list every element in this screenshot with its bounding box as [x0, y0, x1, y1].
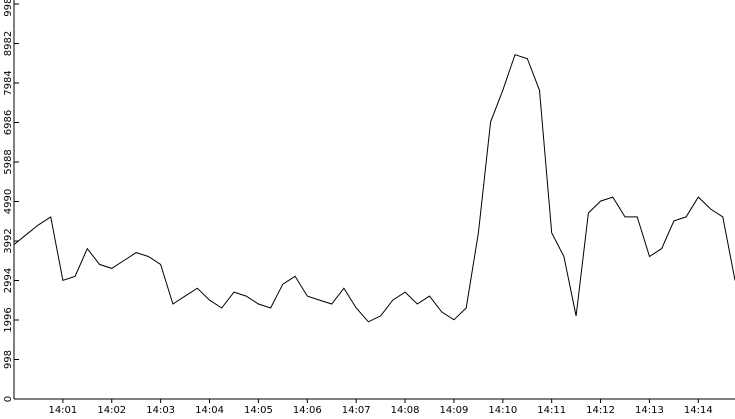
x-tick-label: 14:07	[342, 405, 371, 415]
y-tick-label: 0	[3, 396, 14, 402]
y-tick-label: 4990	[3, 189, 14, 214]
x-tick-label: 14:06	[293, 405, 322, 415]
x-tick-label: 14:09	[440, 405, 469, 415]
x-tick-label: 14:01	[48, 405, 77, 415]
y-tick-label: 1996	[3, 307, 14, 332]
y-tick-label: 9980	[3, 0, 14, 17]
series-line	[13, 54, 735, 323]
y-tick-label: 998	[3, 350, 14, 369]
x-tick-label: 14:04	[195, 405, 224, 415]
x-axis-ticks: 14:01 14:02 14:03 14:04 14:05 14:06 14:07 14:08…	[48, 399, 713, 416]
y-tick-label: 5988	[3, 149, 14, 174]
x-tick-label: 14:13	[635, 405, 664, 415]
x-tick-label: 14:12	[586, 405, 615, 415]
y-tick-label: 6986	[3, 110, 14, 135]
x-tick-label: 14:02	[97, 405, 126, 415]
x-tick-label: 14:08	[391, 405, 420, 415]
x-tick-label: 14:05	[244, 405, 273, 415]
y-tick-label: 8982	[3, 31, 14, 56]
x-tick-label: 14:03	[146, 405, 175, 415]
y-tick-label: 7984	[3, 70, 14, 95]
y-axis-ticks: 0 998 1996 2994 3992 4990 5988 6986 7984 8982 9980	[3, 0, 19, 402]
y-tick-label: 2994	[3, 268, 14, 293]
x-tick-label: 14:11	[537, 405, 566, 415]
x-tick-label: 14:10	[488, 405, 517, 415]
y-tick-label: 3992	[3, 228, 14, 253]
x-tick-label: 14:14	[684, 405, 713, 415]
